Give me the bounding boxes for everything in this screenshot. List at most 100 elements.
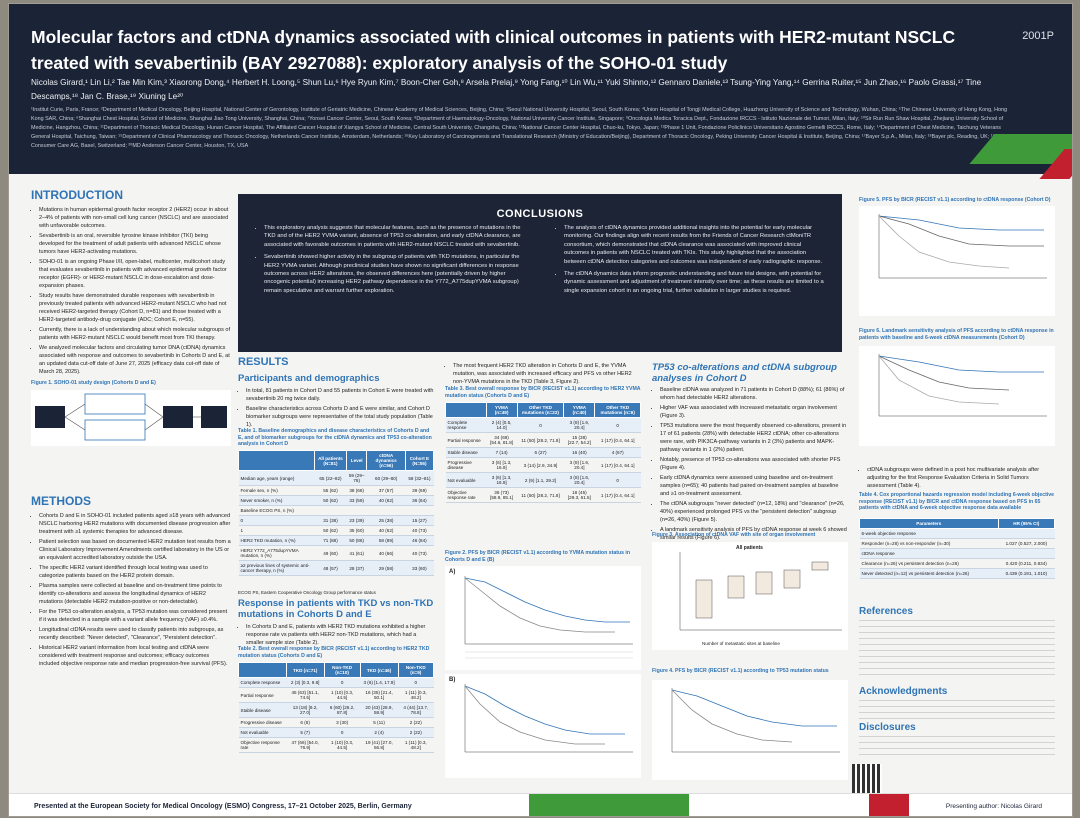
table-cell: 0 [324,727,361,738]
table-header-cell [445,402,487,418]
table-row: ctDNA response [859,548,1055,559]
table-cell [314,505,347,516]
table-row: 0 31 (38) 23 (39) 25 (38) 15 (27) [238,515,434,526]
methods-bullet: For the TP53 co-alteration analysis, a T… [39,608,231,624]
table-cell: 3 (8) [1.6, 20.4] [563,417,595,433]
table-cell: 37 (57) [366,485,406,496]
table-cell: 3 (6) [1.3, 16.9] [486,472,518,488]
conclusion-bullet: The analysis of ctDNA dynamics provided … [564,224,826,266]
conclusions-right-column: The analysis of ctDNA dynamics provided … [556,224,826,299]
methods-bullet: Plasma samples were collected at baselin… [39,582,231,606]
study-design-diagram [35,393,227,441]
table-cell: 40 (62) [366,495,406,506]
table-cell: 3 (8) [1.6, 20.4] [563,472,595,488]
figure3-caption: Figure 3. Association of ctDNA VAF with … [652,532,816,538]
figure2-caption: Figure 2. PFS by BICR (RECIST v1.1) acco… [445,550,631,563]
table-cell: 13 (18) [9.2, 27.0] [286,702,325,718]
table-row: Complete response 2 (4) [0.5, 14.0] 0 3 (8)… [445,417,641,433]
participants-heading: Participants and demographics [238,373,380,384]
table-cell: Stable disease [238,702,287,718]
references-list [859,620,1055,680]
table-header-cell: Other TKD mutations (n=6) [594,402,641,418]
table-cell: 0 [398,677,434,688]
cox-bullets: ctDNA subgroups were defined in a post h… [859,466,1055,490]
figure3-xlabel: Number of metastatic sites at baseline [702,641,780,646]
table-cell: 49 (60) [314,545,347,561]
methods-heading: METHODS [31,494,91,508]
introduction-bullet: Study results have demonstrated durable … [39,292,231,324]
introduction-text: Mutations in human epidermal growth fact… [31,206,231,378]
table-cell: Responder (n=28) vs non-responder (n=30) [859,538,999,549]
table-row: 6-week objective response [859,528,1055,539]
table-cell: 6 (27) [517,447,564,458]
table-cell: 31 (38) [314,515,347,526]
conclusions-left-bullets: This exploratory analysis suggests that … [256,224,526,295]
table-cell: 2 (4) [360,727,399,738]
table-cell: 5 (7) [286,727,325,738]
table-cell: 20 (43) [28.9, 58.9] [360,702,399,718]
table-cell: 50 (62) [314,525,347,536]
table2-caption: Table 2. Best overall response by BICR (… [238,646,430,659]
tkd-heading: Response in patients with TKD vs non-TKD… [238,598,434,620]
table-cell: 38 (68) [346,485,367,496]
conclusions-left-column: This exploratory analysis suggests that … [256,224,526,299]
tp53-bullet: Notably, presence of TP53 co-alterations… [660,456,848,472]
disclosures-heading: Disclosures [859,722,916,733]
table-row: Clearance (n=26) vs persistent detection… [859,558,1055,569]
footer-red-band [869,794,909,816]
introduction-bullet: We analyzed molecular factors and circul… [39,344,231,376]
conclusion-bullet: Sevabertinib showed higher activity in t… [264,253,526,295]
table-cell: 6-week objective response [859,528,999,539]
table-cell: 45 (63) [51.1, 74.5] [286,687,325,703]
table3-yvma-response: YVMA (n=49) Other TKD mutations (n=22) YVM… [445,402,641,503]
participants-bullet: In total, 81 patients in Cohort D and 55… [246,387,434,403]
table-cell: 29 (58) [366,560,406,576]
figure3-plot-area [679,552,842,631]
table-cell: 1 (11) [0.3, 48.2] [398,737,434,753]
table-cell: 35 (60) [346,525,367,536]
author-list: Nicolas Girard,¹ Lin Li,² Tae Min Kim,³ … [31,78,982,101]
table-cell: 3 (8) [1.6, 20.4] [563,457,595,473]
table-cell: HER2 Y772_A775dupYVMA mutation, n (%) [238,545,315,561]
poster-footer: Presented at the European Society for Me… [9,793,1072,816]
table-cell: 48 (57) [314,560,347,576]
conclusions-right-bullets: The analysis of ctDNA dynamics provided … [556,224,826,295]
figure2a-label: A) [449,569,456,575]
table1-baseline-characteristics: All patients (N=81) Level ctDNA dynamics (… [237,450,435,576]
table-cell: 2 (9) [1.1, 29.2] [517,472,564,488]
table-header-cell: Cohort E (N=55) [404,450,435,471]
table-cell: Objective response rate [238,737,287,753]
presented-at: Presented at the European Society for Me… [34,803,412,810]
table-cell: 34 (69) [54.6, 81.8] [486,432,518,448]
table-cell: 33 (59) [346,495,367,506]
tkd-bullet: In Cohorts D and E, patients with HER2 T… [246,623,434,647]
table-cell: 40 (66) [366,545,406,561]
table-header-cell: ctDNA dynamics (n=56) [366,450,406,471]
figure5-plot-area [878,214,1047,279]
figure6-plot-area [878,354,1047,417]
figure2a-plot-area [464,576,633,659]
table-cell: 3 (6) [1.3, 16.9] [486,457,518,473]
table-cell [998,548,1055,559]
table-cell [346,505,367,516]
table-cell: 55 (62) [314,485,347,496]
table-cell: Never detected (n=12) vs persistent dete… [859,568,999,579]
figure4-caption: Figure 4. PFS by BICR (RECIST v1.1) acco… [652,668,829,674]
table-row: Objective response rate 36 (73) [58.9, 85… [445,487,641,503]
table-row: Progressive disease 3 (6) [1.3, 16.9] 3 (1… [445,457,641,473]
table-cell: 71 (88) [314,535,347,546]
table-header-cell: Other TKD mutations (n=22) [516,402,565,418]
table-cell: 19 (41) [27.0, 56.8] [360,737,399,753]
figure1-caption: Figure 1. SOHO-01 study design (Cohorts … [31,380,156,386]
table-header-cell: YVMA (n=40) [563,402,596,418]
figure4-plot-area [671,688,840,753]
table-cell: 58 (32–81) [405,470,434,486]
figure3-title: All patients [736,545,763,551]
table-cell: 16 (40) [563,447,595,458]
table-cell: 4 (44) [13.7, 78.8] [398,702,434,718]
qr-code[interactable] [852,764,882,794]
table-cell: 28 (37) [346,560,367,576]
introduction-heading: INTRODUCTION [31,188,123,202]
table-cell: Progressive disease [445,457,487,473]
methods-bullet: The specific HER2 variant identified thr… [39,564,231,580]
